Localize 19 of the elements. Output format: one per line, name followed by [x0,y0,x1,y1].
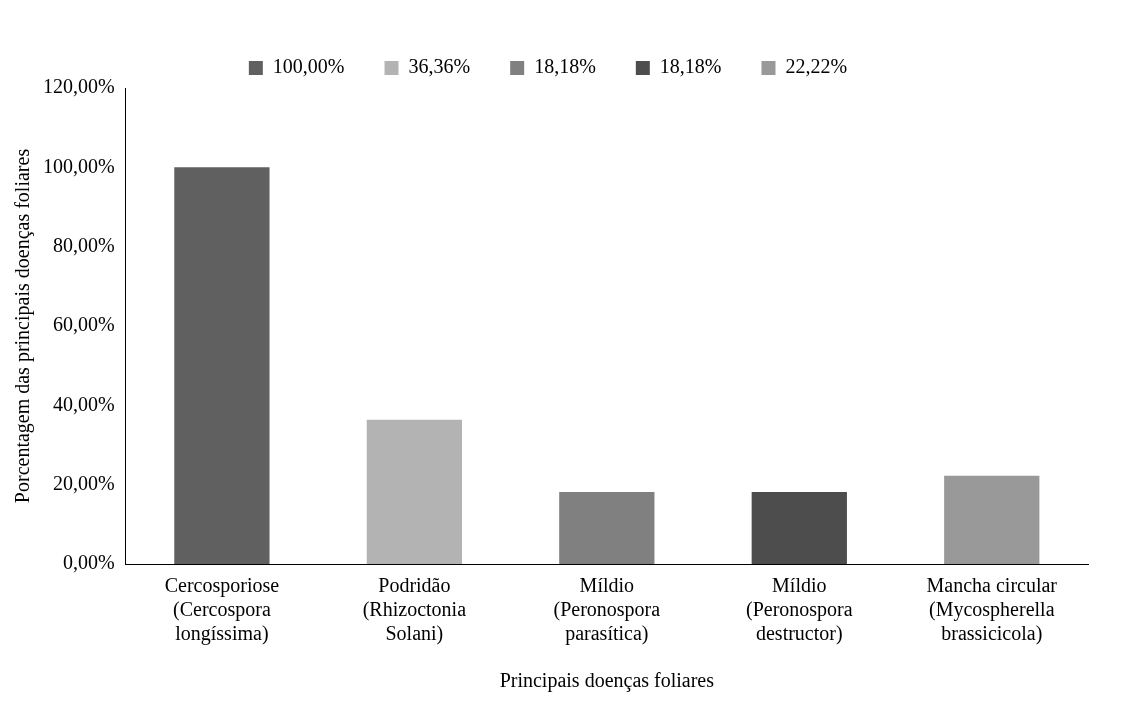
y-tick-label: 20,00% [52,471,115,494]
legend-label: 18,18% [659,55,722,78]
y-tick-label: 80,00% [52,233,115,256]
y-tick-label: 60,00% [52,313,115,336]
x-axis-title: Principais doenças foliares [499,669,715,693]
y-tick-label: 100,00% [42,154,115,177]
y-tick-label: 120,00% [42,75,115,98]
legend-label: 18,18% [534,55,596,78]
legend-label: 100,00% [272,55,345,78]
y-tick-label: 40,00% [52,392,115,415]
legend-label: 22,22% [785,55,848,78]
x-tick-label: Mancha circular (Mycospherella brassicicola) [926,574,1058,646]
legend-label: 36,36% [408,55,471,78]
x-tick-label: Podridão (Rhizoctonia Solani) [362,574,467,646]
y-axis-title: Porcentagem das principais doenças foliares [11,148,35,504]
y-tick-label: 0,00% [62,551,115,574]
x-tick-label: Cercosporiose (Cercospora longíssima) [164,574,280,646]
x-tick-label: Míldio (Peronospora destructor) [745,574,853,646]
x-tick-label: Míldio (Peronospora parasítica) [553,574,661,646]
